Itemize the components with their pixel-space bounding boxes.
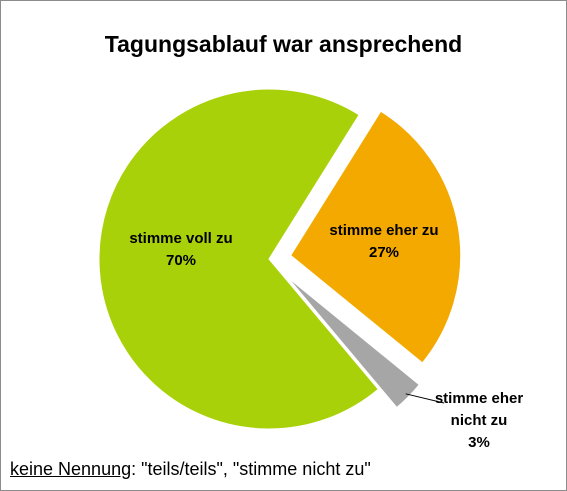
value-label: 70%	[165, 252, 197, 269]
pie-slice	[98, 88, 379, 430]
slice-label: stimme voll zu 70%	[126, 228, 236, 272]
value-label: 27%	[368, 244, 400, 261]
slice-label: stimme eher zu 27%	[329, 220, 439, 264]
footnote: keine Nennung: "teils/teils", "stimme ni…	[10, 459, 371, 480]
pie-slice	[287, 276, 420, 409]
category-label: stimme eher zu	[329, 222, 439, 239]
leader-line	[405, 393, 445, 404]
slice-label: stimme eher nicht zu 3%	[424, 388, 534, 454]
footnote-text: : "teils/teils", "stimme nicht zu"	[131, 459, 371, 479]
category-label: stimme voll zu	[129, 230, 233, 247]
category-label: stimme eher nicht zu	[434, 390, 524, 429]
footnote-label: keine Nennung	[10, 459, 132, 479]
value-label: 3%	[468, 434, 490, 451]
pie-slice	[290, 110, 462, 364]
chart-title: Tagungsablauf war ansprechend	[104, 31, 463, 57]
